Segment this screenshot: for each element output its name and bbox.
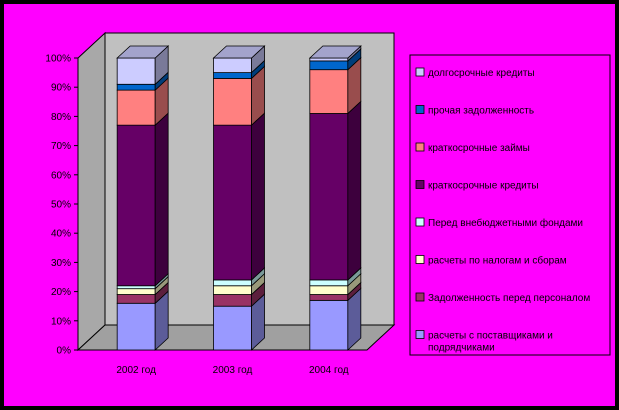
bar-segment-front: [213, 124, 252, 281]
y-tick-label: 0%: [57, 346, 72, 357]
bar-segment-side: [154, 112, 169, 287]
legend-label: расчеты с поставщиками и подрядчиками: [428, 331, 553, 354]
legend-swatch: [415, 255, 425, 264]
bar-segment-front: [309, 285, 349, 295]
legend: долгосрочные кредиты прочая задолженность…: [409, 54, 611, 356]
bar-segment-front: [116, 83, 156, 91]
y-tick-label: 100%: [45, 54, 71, 65]
legend-box: [409, 54, 611, 356]
bar-segment-front: [213, 305, 252, 351]
bar-segment-front: [116, 294, 156, 304]
bar-segment-front: [309, 57, 349, 62]
bar-segment: [116, 112, 169, 287]
legend-label: Перед внебюджетными фондами: [428, 217, 583, 229]
x-tick-label: 2004 год: [309, 365, 349, 376]
legend-label: Задолженность перед персоналом: [428, 293, 590, 304]
bar-segment: [309, 100, 362, 281]
bar-segment-front: [116, 285, 156, 290]
bar-segment-front: [213, 78, 252, 126]
bar-segment-front: [213, 294, 252, 307]
category-axis: 2002 год 2003 год 2004 год: [116, 365, 348, 376]
bar-segment: [213, 112, 265, 281]
bar-segment: [116, 281, 169, 305]
legend-swatch: [415, 105, 425, 114]
side-wall: [77, 31, 106, 352]
bar-segment: [309, 287, 362, 351]
bar-segment-front: [213, 72, 252, 79]
legend-swatch: [415, 292, 425, 302]
bar-segment-front: [213, 285, 252, 295]
bars: [116, 45, 362, 351]
bar-segment-front: [309, 69, 349, 114]
y-tick-label: 80%: [51, 112, 71, 123]
bar-segment-front: [309, 299, 349, 351]
bar-segment-front: [309, 113, 349, 281]
bar-segment: [116, 45, 170, 86]
bar-segment: [308, 45, 362, 62]
legend-label: краткосрочные займы: [428, 143, 530, 154]
bar-segment-front: [116, 288, 156, 295]
bar-top: [308, 45, 362, 59]
x-tick-label: 2002 год: [116, 365, 156, 376]
bar-segment-front: [116, 89, 156, 126]
x-tick-label: 2003 год: [213, 365, 253, 376]
legend-label: долгосрочные кредиты: [428, 68, 535, 79]
y-tick-label: 20%: [51, 287, 71, 298]
bar-top: [116, 45, 170, 59]
y-tick-label: 10%: [51, 316, 71, 327]
bar-segment-front: [309, 294, 349, 301]
bar-segment-front: [213, 279, 252, 287]
legend-label: прочая задолженность: [428, 106, 534, 117]
bar-segment: [213, 293, 265, 351]
y-tick-label: 70%: [51, 141, 71, 152]
legend-label: расчеты по налогам и сборам: [428, 255, 567, 267]
bar-segment-side: [347, 100, 362, 281]
bar-segment-front: [309, 279, 349, 287]
value-axis: 0% 10% 20% 30% 40% 50% 60% 70% 80% 90% 100%: [45, 54, 79, 357]
legend-swatch: [415, 67, 425, 77]
bar-segment-side: [251, 112, 265, 281]
bar-top: [212, 45, 266, 59]
legend-swatch: [415, 217, 425, 227]
bar-segment-front: [116, 57, 156, 85]
bar-segment: [116, 290, 169, 351]
bar-segment-front: [116, 124, 156, 287]
y-tick-label: 30%: [51, 258, 71, 269]
bar-segment: [116, 77, 169, 127]
legend-swatch: [415, 180, 425, 189]
y-tick-label: 90%: [51, 83, 71, 94]
bar-segment-front: [213, 57, 252, 74]
y-tick-label: 40%: [51, 229, 71, 240]
y-tick-label: 60%: [51, 170, 71, 181]
bar-segment-front: [309, 60, 349, 71]
bar-segment: [212, 45, 266, 74]
bar-segment: [309, 56, 362, 115]
legend-swatch: [415, 330, 425, 339]
legend-swatch: [415, 142, 425, 152]
bar-segment-front: [116, 302, 156, 351]
y-tick-label: 50%: [51, 200, 71, 211]
legend-label: краткосрочные кредиты: [428, 181, 539, 192]
